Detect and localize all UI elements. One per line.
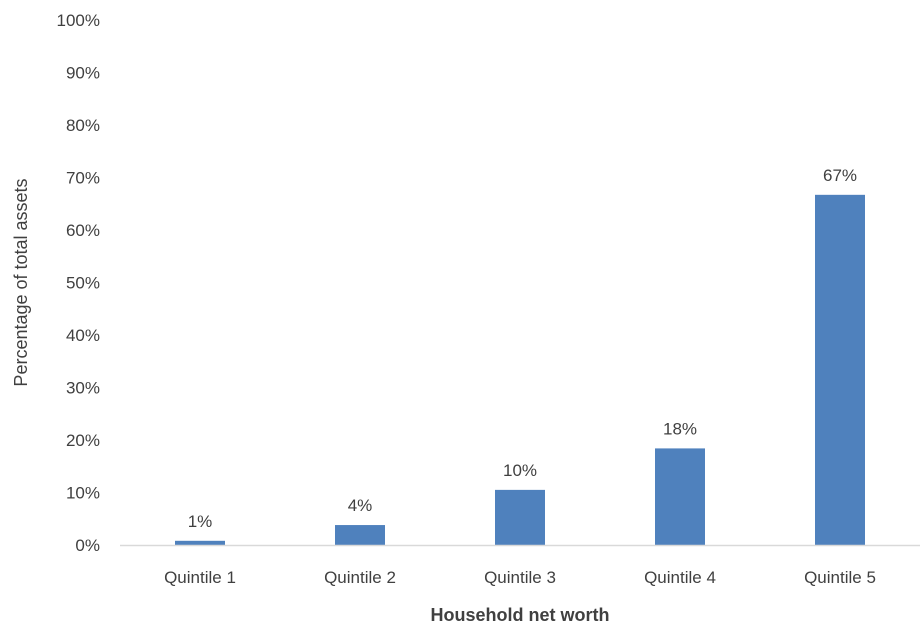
- y-tick-label: 100%: [57, 11, 100, 30]
- data-label: 10%: [503, 461, 537, 480]
- data-labels: 1% 4% 10% 18% 67%: [188, 166, 857, 531]
- y-tick-label: 80%: [66, 116, 100, 135]
- bar: [335, 525, 385, 545]
- bar: [495, 489, 545, 545]
- y-tick-label: 30%: [66, 379, 100, 398]
- data-label: 4%: [348, 496, 373, 515]
- y-tick-label: 40%: [66, 326, 100, 345]
- x-tick-label: Quintile 3: [484, 568, 556, 587]
- data-label: 1%: [188, 512, 213, 531]
- bar: [175, 540, 225, 545]
- y-tick-label: 70%: [66, 169, 100, 188]
- bar: [815, 194, 865, 545]
- bars: [175, 194, 865, 545]
- bar: [655, 448, 705, 545]
- y-tick-label: 10%: [66, 484, 100, 503]
- x-tick-label: Quintile 2: [324, 568, 396, 587]
- x-tick-label: Quintile 5: [804, 568, 876, 587]
- data-label: 67%: [823, 166, 857, 185]
- data-label: 18%: [663, 419, 697, 438]
- x-tick-label: Quintile 1: [164, 568, 236, 587]
- x-axis-ticks: Quintile 1 Quintile 2 Quintile 3 Quintile 4…: [164, 568, 876, 587]
- y-tick-label: 0%: [75, 536, 100, 555]
- y-tick-label: 90%: [66, 64, 100, 83]
- y-axis-title: Percentage of total assets: [11, 178, 31, 386]
- x-tick-label: Quintile 4: [644, 568, 716, 587]
- x-axis-title: Household net worth: [431, 605, 610, 625]
- y-tick-label: 50%: [66, 274, 100, 293]
- y-axis-ticks: 0% 10% 20% 30% 40% 50% 60% 70% 80% 90% 100%: [57, 11, 100, 555]
- y-tick-label: 20%: [66, 431, 100, 450]
- y-tick-label: 60%: [66, 221, 100, 240]
